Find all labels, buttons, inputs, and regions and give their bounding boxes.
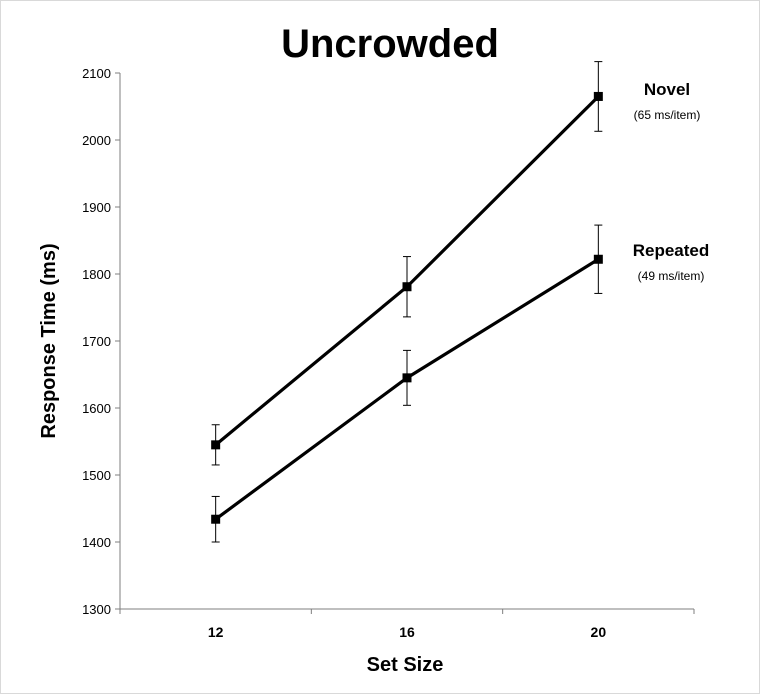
y-axis-title: Response Time (ms) [38,243,60,438]
y-axis-ticks: 1300 1400 1500 1600 1700 1800 1900 2000 2100 [82,66,120,617]
y-tick-label: 1900 [82,200,111,215]
x-axis-ticks: 12 16 20 [119,609,695,640]
y-tick-label: 1800 [82,267,111,282]
data-point [593,91,603,101]
chart-title: Uncrowded [281,22,499,66]
series-repeated [211,224,603,543]
series-labels: Novel (65 ms/item) Repeated (49 ms/item) [633,80,710,283]
data-point [211,440,221,450]
series-label-novel: Novel [644,80,690,99]
y-tick-label: 1300 [82,602,111,617]
series-note-novel: (65 ms/item) [634,108,701,122]
data-point [593,254,603,264]
x-axis-title: Set Size [367,654,444,676]
y-tick-label: 1700 [82,334,111,349]
y-tick-label: 1600 [82,401,111,416]
x-tick-label: 12 [208,624,224,640]
x-tick-label: 20 [591,624,607,640]
axes [119,73,694,610]
y-tick-label: 2100 [82,66,111,81]
series-note-repeated: (49 ms/item) [638,269,705,283]
data-point [211,514,221,524]
data-point [402,282,412,292]
series-layer [211,61,603,543]
series-label-repeated: Repeated [633,241,710,260]
y-tick-label: 1500 [82,468,111,483]
x-tick-label: 16 [399,624,415,640]
y-tick-label: 2000 [82,133,111,148]
y-tick-label: 1400 [82,535,111,550]
data-point [402,373,412,383]
series-novel [211,61,603,466]
